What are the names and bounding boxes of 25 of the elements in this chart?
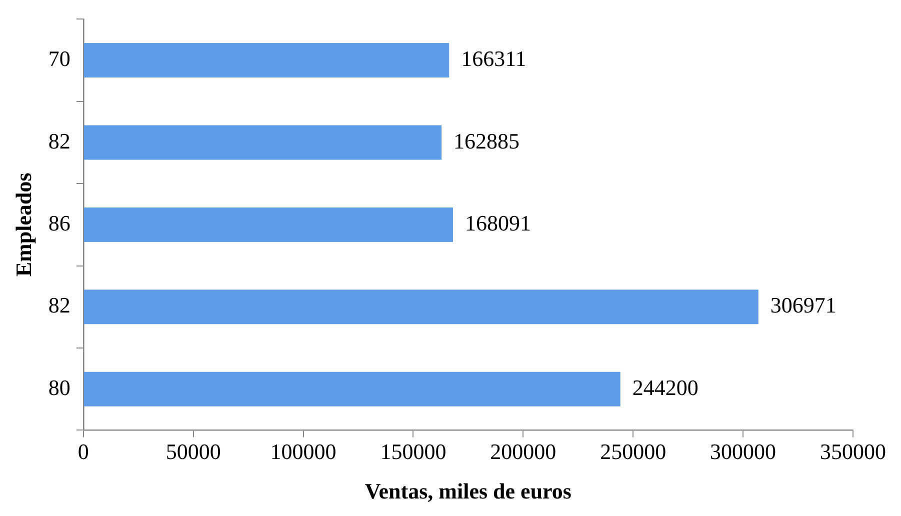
data-label: 306971	[770, 292, 836, 318]
x-tick-label: 50000	[166, 439, 221, 464]
bar	[84, 290, 758, 324]
bar	[84, 125, 442, 160]
x-tick-label: 200000	[490, 439, 556, 464]
x-tick-label: 300000	[710, 439, 776, 464]
x-tick-label: 100000	[270, 439, 336, 464]
x-tick-label: 150000	[380, 439, 446, 464]
data-label: 168091	[465, 210, 532, 236]
y-tick-label: 70	[48, 46, 70, 72]
y-tick-label: 82	[48, 292, 70, 318]
y-tick-label: 82	[48, 128, 70, 154]
y-tick-label: 80	[48, 374, 70, 400]
x-tick-label: 350000	[820, 439, 886, 464]
y-axis-title: Empleados	[10, 172, 36, 277]
data-label: 162885	[454, 128, 520, 154]
x-axis-title: Ventas, miles de euros	[364, 478, 572, 504]
data-label: 244200	[632, 374, 698, 400]
bar	[84, 207, 454, 242]
x-tick-label: 250000	[600, 439, 666, 464]
bar	[84, 372, 620, 406]
data-label: 166311	[461, 46, 526, 72]
y-tick-label: 86	[48, 210, 70, 236]
bar	[84, 43, 450, 78]
x-tick-label: 0	[78, 439, 89, 464]
